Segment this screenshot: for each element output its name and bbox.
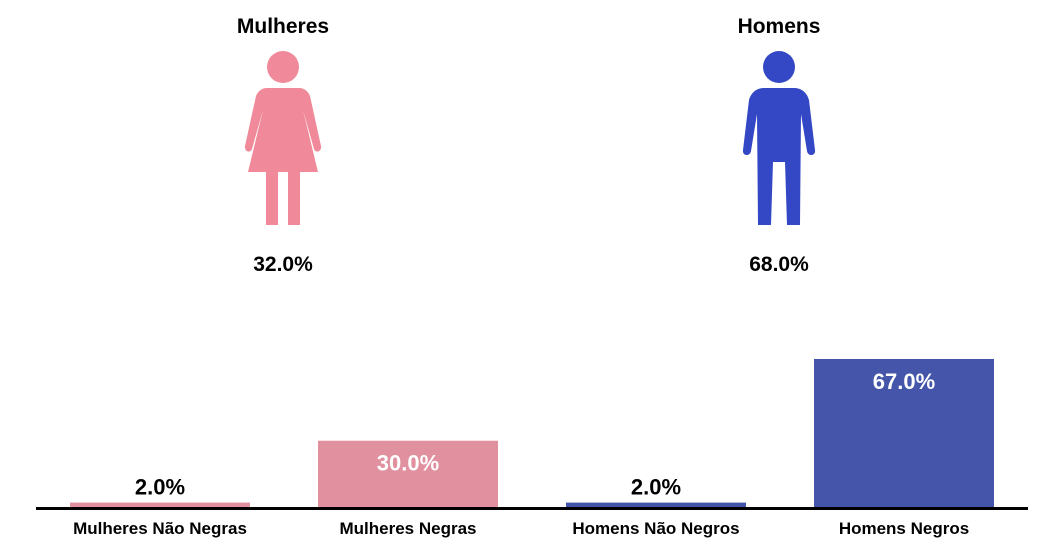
man-icon-head xyxy=(763,51,795,83)
bar xyxy=(814,359,994,507)
woman-icon xyxy=(238,50,328,228)
male-summary: Homens 68.0% xyxy=(659,0,899,290)
man-icon-body xyxy=(742,88,816,225)
bar-value-label: 2.0% xyxy=(631,475,681,500)
bar-value-label: 67.0% xyxy=(873,369,935,394)
man-icon xyxy=(734,50,824,228)
category-label: Homens Negros xyxy=(839,519,969,538)
bar xyxy=(566,502,746,507)
male-title: Homens xyxy=(737,15,821,38)
female-summary: Mulheres 32.0% xyxy=(163,0,403,290)
woman-icon-body xyxy=(244,88,322,225)
bar-value-label: 2.0% xyxy=(135,475,185,500)
female-percent: 32.0% xyxy=(253,253,313,276)
woman-icon-head xyxy=(267,51,299,83)
bar xyxy=(318,440,498,507)
bar-chart: 2.0% Mulheres Não Negras 30.0% Mulheres Neg… xyxy=(36,359,1028,538)
male-percent: 68.0% xyxy=(749,253,809,276)
category-label: Homens Não Negros xyxy=(572,519,739,538)
bar xyxy=(70,502,250,507)
category-label: Mulheres Negras xyxy=(340,519,477,538)
bar-value-label: 30.0% xyxy=(377,451,439,476)
female-title: Mulheres xyxy=(236,15,330,38)
category-label: Mulheres Não Negras xyxy=(73,519,247,538)
